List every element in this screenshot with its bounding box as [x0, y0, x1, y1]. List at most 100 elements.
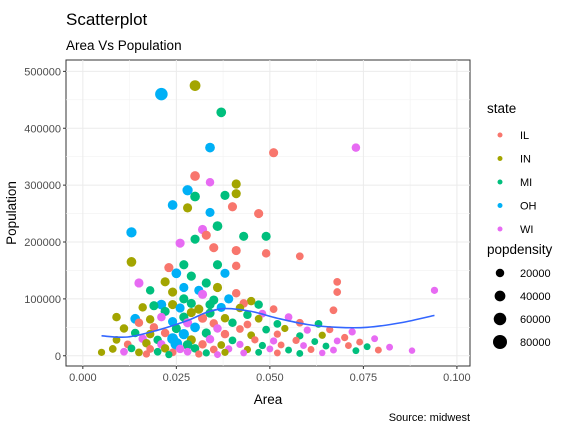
point-oh — [220, 268, 230, 278]
point-wi — [175, 238, 185, 248]
point-wi — [333, 337, 341, 345]
point-mi — [363, 343, 371, 351]
point-il — [254, 208, 264, 219]
point-il — [329, 306, 338, 315]
point-wi — [269, 337, 278, 345]
point-il — [160, 328, 170, 338]
point-oh — [175, 303, 185, 313]
point-in — [182, 203, 193, 213]
y-tick-label: 200000 — [24, 237, 61, 249]
point-il — [273, 349, 281, 357]
point-in — [221, 348, 229, 356]
point-in — [119, 324, 129, 333]
point-in — [186, 307, 196, 318]
point-il — [142, 350, 151, 358]
point-mi — [165, 350, 173, 359]
point-wi — [157, 312, 166, 322]
point-in — [194, 304, 204, 314]
point-wi — [120, 347, 128, 356]
legend-label-il: IL — [520, 130, 529, 142]
y-tick-label: 0 — [55, 351, 61, 363]
point-oh — [224, 294, 234, 304]
point-wi — [371, 335, 379, 343]
point-il — [201, 230, 211, 240]
x-tick-label: 0.050 — [256, 372, 284, 384]
point-mi — [311, 338, 319, 345]
plot-panel — [65, 59, 471, 367]
point-il — [269, 305, 278, 314]
point-mi — [153, 347, 162, 356]
point-il — [227, 202, 238, 212]
point-wi — [430, 286, 439, 294]
point-il — [220, 329, 230, 339]
point-wi — [205, 335, 215, 344]
point-il — [209, 345, 218, 354]
point-wi — [214, 351, 221, 359]
point-in — [160, 344, 170, 353]
chart-title: Scatterplot — [66, 10, 148, 29]
y-tick-label: 500000 — [24, 66, 61, 78]
point-mi — [352, 347, 360, 355]
point-wi — [175, 344, 185, 354]
point-oh — [205, 207, 215, 218]
point-mi — [205, 299, 215, 310]
point-mi — [296, 350, 304, 357]
point-mi — [182, 340, 193, 350]
point-oh — [156, 299, 167, 310]
point-mi — [262, 325, 271, 334]
point-il — [146, 345, 155, 353]
point-il — [269, 148, 279, 158]
point-il — [236, 325, 244, 333]
point-mi — [228, 336, 237, 345]
point-oh — [171, 268, 182, 279]
point-mi — [258, 341, 267, 350]
point-mi — [179, 294, 189, 304]
point-wi — [408, 347, 416, 354]
x-tick-label: 0.000 — [69, 372, 97, 384]
point-il — [231, 261, 241, 271]
point-mi — [171, 323, 181, 334]
point-mi — [261, 231, 271, 241]
point-in — [168, 287, 178, 297]
point-wi — [303, 326, 311, 334]
point-il — [261, 249, 271, 258]
point-in — [97, 348, 106, 356]
point-il — [198, 340, 207, 349]
point-oh — [126, 227, 137, 238]
y-axis-title: Population — [4, 181, 19, 245]
point-mi — [190, 344, 200, 353]
point-mi — [127, 344, 136, 353]
point-il — [277, 341, 285, 349]
point-oh — [205, 142, 215, 153]
point-wi — [319, 349, 326, 357]
legend-key-mi — [497, 179, 503, 185]
point-il — [307, 346, 315, 353]
point-mi — [186, 271, 196, 281]
major-gridlines — [66, 60, 470, 366]
point-in — [246, 296, 256, 306]
size-legend-label: 60000 — [520, 314, 551, 326]
x-axis-ticks: 0.000 0.025 0.050 0.075 0.100 — [69, 366, 471, 384]
point-il — [344, 342, 352, 349]
point-oh — [178, 329, 189, 340]
x-tick-label: 0.100 — [443, 372, 471, 384]
point-mi — [254, 300, 263, 309]
x-tick-label: 0.025 — [163, 372, 191, 384]
chart-subtitle: Area Vs Population — [66, 38, 182, 53]
point-wi — [386, 343, 394, 351]
point-oh — [168, 317, 178, 327]
point-mi — [201, 278, 211, 288]
point-wi — [351, 143, 361, 152]
point-il — [231, 288, 241, 298]
point-mi — [186, 298, 196, 309]
data-points — [97, 80, 439, 359]
panel-border — [65, 59, 471, 367]
point-mi — [212, 260, 223, 270]
legend-key-wi — [497, 226, 503, 232]
legend-label-oh: OH — [520, 201, 537, 213]
point-mi — [216, 107, 227, 118]
point-mi — [179, 260, 189, 270]
point-in — [142, 338, 151, 348]
point-il — [190, 171, 200, 181]
